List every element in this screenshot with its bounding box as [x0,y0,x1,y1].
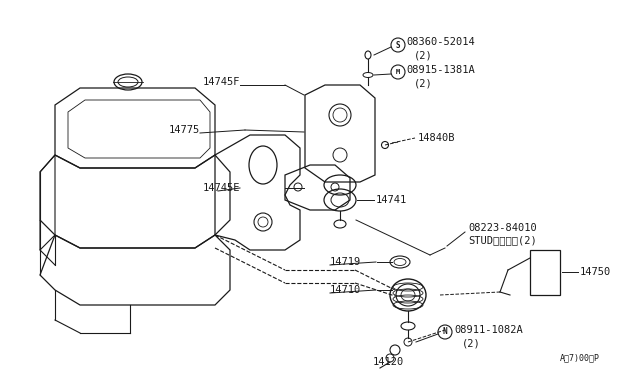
Text: 14719: 14719 [330,257,361,267]
Text: 14745F: 14745F [202,77,240,87]
Text: 08911-1082A: 08911-1082A [454,325,523,335]
Text: 14750: 14750 [580,267,611,277]
Text: (2): (2) [414,78,433,88]
Text: 08915-1381A: 08915-1381A [406,65,475,75]
Text: 08223-84010: 08223-84010 [468,223,537,233]
Text: M: M [396,69,400,75]
Text: Aで7)00・P: Aで7)00・P [560,353,600,362]
Text: 14710: 14710 [330,285,361,295]
Text: (2): (2) [414,50,433,60]
Text: 14840B: 14840B [418,133,456,143]
Text: 08360-52014: 08360-52014 [406,37,475,47]
Text: N: N [443,327,447,337]
Text: STUDスタッド(2): STUDスタッド(2) [468,235,537,245]
Text: S: S [396,41,400,49]
Text: (2): (2) [462,338,481,348]
Text: 14741: 14741 [376,195,407,205]
Text: 14745E: 14745E [202,183,240,193]
Text: 14775: 14775 [169,125,200,135]
Text: 14120: 14120 [372,357,404,367]
